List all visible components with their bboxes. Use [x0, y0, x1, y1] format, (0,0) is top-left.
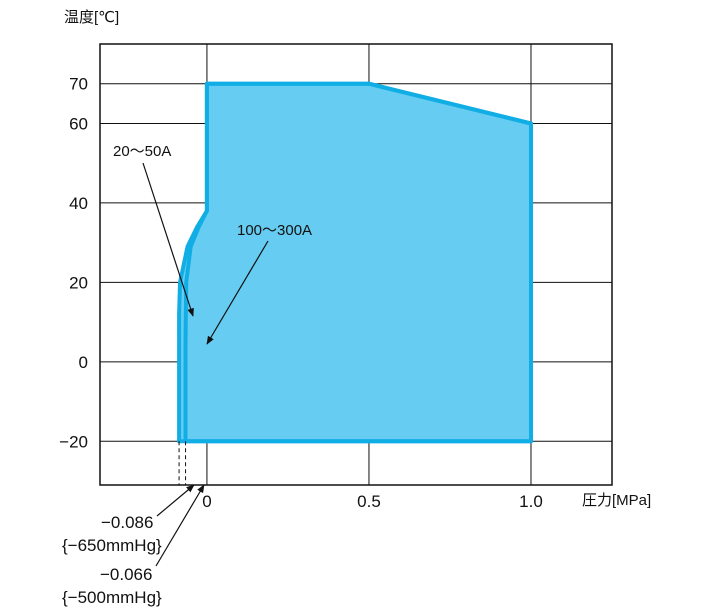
- annotation-650mmhg: {−650mmHg}: [62, 536, 162, 555]
- annotation-minus-0086-arrow: [156, 484, 195, 517]
- x-tick-label-2: 1.0: [519, 492, 543, 511]
- tick-labels: 0 0.5 1.0 70 60 40 20 0 −20: [59, 75, 543, 511]
- y-axis-title: 温度[℃]: [64, 9, 119, 26]
- y-tick-label-4: 0: [79, 353, 88, 372]
- annotation-minus-0066-arrow: [155, 484, 205, 567]
- y-tick-label-5: −20: [59, 432, 88, 451]
- region-outline-1: [183, 81, 533, 444]
- annotation-500mmhg: {−500mmHg}: [62, 588, 162, 607]
- data-region: [177, 81, 533, 485]
- x-tick-label-0: 0: [202, 492, 211, 511]
- y-tick-label-2: 40: [69, 194, 88, 213]
- annotation-20-50a-label: 20〜50A: [113, 143, 171, 160]
- annotation-20-50a-arrow: [142, 162, 194, 317]
- y-tick-label-0: 70: [69, 75, 88, 94]
- annotation-minus-0066: −0.066 {−500mmHg}: [62, 484, 205, 607]
- y-tick-label-1: 60: [69, 114, 88, 133]
- x-axis-title: 圧力[MPa]: [582, 492, 651, 509]
- annotation-100-300a-label: 100〜300A: [237, 222, 312, 239]
- x-tick-label-1: 0.5: [357, 492, 381, 511]
- annotation-minus-0086-value: −0.086: [101, 513, 153, 532]
- plot-frame: [99, 43, 613, 486]
- y-tick-label-3: 20: [69, 273, 88, 292]
- region-fill-1: [185, 83, 531, 442]
- annotation-minus-0066-value: −0.066: [100, 565, 152, 584]
- annotation-minus-0086: −0.086 {−650mmHg}: [62, 484, 195, 555]
- annotation-100-300a-arrow: [206, 240, 269, 345]
- annotation-20-50a: 20〜50A: [113, 143, 194, 317]
- annotation-100-300a: 100〜300A: [206, 222, 312, 345]
